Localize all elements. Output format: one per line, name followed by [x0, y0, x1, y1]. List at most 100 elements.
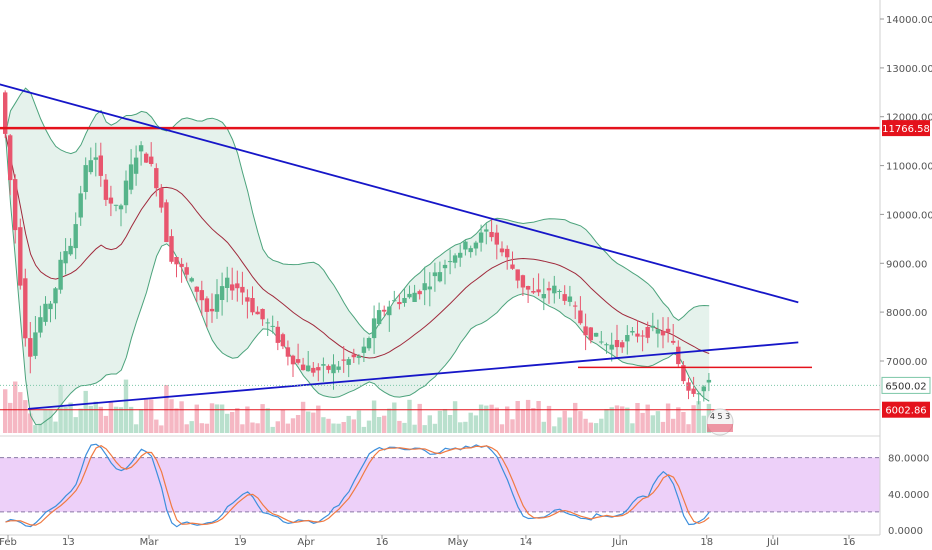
candle — [58, 251, 63, 294]
candle — [407, 285, 412, 299]
candle — [169, 229, 174, 264]
trendline-descending[interactable] — [0, 83, 799, 304]
candle — [671, 324, 676, 345]
candle — [43, 296, 48, 326]
volume-bar — [578, 411, 583, 433]
volume-bar — [397, 420, 402, 433]
candle — [154, 163, 159, 197]
volume-bar — [93, 401, 98, 433]
candle — [83, 157, 88, 200]
candle — [520, 274, 526, 296]
trendline-ascending[interactable] — [28, 341, 799, 410]
volume-bar — [316, 405, 321, 433]
volume-bar — [696, 401, 701, 433]
price-tick-label: 14000.00 — [886, 15, 932, 26]
candle — [28, 322, 33, 374]
candle — [336, 361, 341, 373]
stochastic-panel — [0, 435, 880, 528]
volume-bars — [3, 379, 712, 433]
volume-bar — [691, 405, 696, 433]
candle — [387, 300, 392, 332]
candle — [255, 306, 260, 315]
candle — [665, 317, 671, 343]
candle — [681, 361, 686, 384]
time-tick-label: 16 — [843, 537, 856, 548]
bollinger-bands — [5, 87, 710, 426]
candle — [113, 204, 119, 212]
event-flag-label: 4 5 3 — [710, 412, 730, 421]
candle — [376, 302, 382, 326]
candle — [321, 357, 326, 382]
candle — [484, 223, 489, 245]
volume-bar — [351, 419, 356, 433]
candle — [174, 256, 179, 278]
stoch-band — [0, 457, 880, 512]
volume-bar — [356, 410, 362, 433]
candle — [463, 240, 468, 256]
candle — [260, 308, 265, 326]
candle — [541, 278, 546, 311]
time-tick-label: Feb — [0, 537, 17, 548]
candle — [149, 142, 154, 167]
candle — [567, 285, 573, 307]
volume-bar — [655, 411, 661, 433]
candle — [552, 275, 557, 304]
volume-bar — [499, 424, 505, 433]
volume-bar — [620, 406, 625, 433]
volume-bar — [219, 404, 225, 433]
volume-bar — [73, 417, 78, 433]
volume-bar — [478, 404, 484, 433]
price-tick-label: 11000.00 — [886, 162, 932, 173]
price-tick-label: 9000.00 — [886, 259, 927, 270]
candle — [402, 288, 407, 307]
candle — [505, 245, 510, 270]
time-tick-label: Apr — [297, 537, 315, 548]
candle — [204, 296, 210, 328]
candle — [557, 289, 562, 299]
volume-bar — [422, 425, 427, 433]
candle — [23, 268, 28, 347]
volume-bar — [144, 399, 149, 433]
time-tick-label: May — [448, 537, 469, 548]
volume-bar — [489, 404, 494, 433]
candle — [159, 184, 164, 213]
candle — [620, 340, 625, 353]
volume-bar — [366, 420, 372, 433]
candle — [696, 391, 701, 405]
volume-bar — [686, 424, 691, 433]
volume-bar — [68, 402, 73, 433]
price-badges: 11766.58 6500.02 6002.86 — [881, 120, 931, 418]
event-flag-badge[interactable]: 4 5 3 — [706, 408, 734, 436]
volume-bar — [447, 415, 453, 433]
volume-bar — [235, 408, 240, 433]
volume-bar — [681, 412, 686, 433]
volume-bar — [494, 407, 499, 433]
volume-bar — [546, 405, 552, 433]
volume-bar — [169, 399, 174, 433]
time-tick-label: Jul — [766, 537, 779, 548]
volume-bar — [123, 379, 129, 433]
volume-bar — [371, 400, 377, 433]
volume-bar — [98, 406, 103, 433]
volume-bar — [567, 417, 573, 433]
volume-bar — [562, 410, 567, 433]
volume-bar — [154, 419, 159, 433]
volume-bar — [194, 404, 199, 433]
candle — [417, 289, 422, 300]
candle — [250, 286, 255, 316]
candle — [691, 376, 696, 397]
stoch-tick-label: 0.0000 — [888, 526, 923, 537]
price-badge: 6002.86 — [882, 401, 930, 418]
volume-bar — [473, 415, 479, 433]
volume-bar — [510, 419, 515, 433]
candle — [650, 312, 655, 332]
volume-bar — [48, 408, 53, 433]
volume-bar — [18, 392, 23, 433]
volume-bar — [609, 407, 614, 433]
candle — [189, 276, 194, 283]
volume-bar — [458, 422, 463, 433]
candle — [432, 262, 438, 292]
candles — [3, 90, 712, 405]
